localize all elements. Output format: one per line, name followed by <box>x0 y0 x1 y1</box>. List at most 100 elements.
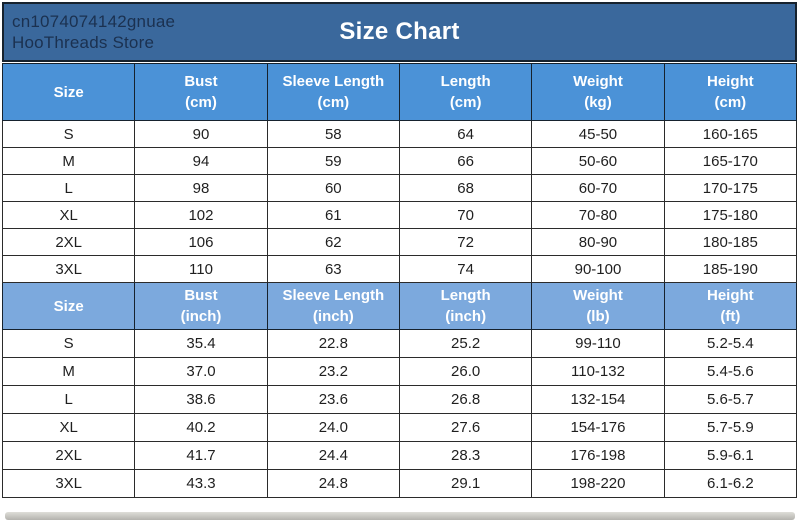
column-header: Bust (cm) <box>134 63 268 121</box>
value-cell: 68 <box>398 174 533 202</box>
value-cell: 99-110 <box>531 329 665 358</box>
value-cell: 74 <box>398 255 533 283</box>
value-cell: 26.8 <box>398 385 533 414</box>
store-name: HooThreads Store <box>12 33 155 52</box>
size-cell: S <box>1 120 136 148</box>
header-row: Size Bust (cm) Sleeve Length (cm) Length (cm) W… <box>1 63 798 121</box>
table-row: L 98 60 68 60-70 170-175 <box>1 174 798 202</box>
value-cell: 62 <box>266 228 400 256</box>
value-cell: 66 <box>398 147 533 175</box>
table-row: 2XL 106 62 72 80-90 180-185 <box>1 228 798 256</box>
column-header: Weight (lb) <box>531 282 665 330</box>
value-cell: 154-176 <box>531 413 665 442</box>
size-cell: L <box>1 385 136 414</box>
value-cell: 102 <box>134 201 268 229</box>
column-header: Size <box>1 63 136 121</box>
table-row: S 90 58 64 45-50 160-165 <box>1 120 798 148</box>
value-cell: 58 <box>266 120 400 148</box>
value-cell: 24.4 <box>266 441 400 470</box>
store-id: cn1074074142gnuae <box>12 12 176 31</box>
value-cell: 25.2 <box>398 329 533 358</box>
size-cell: L <box>1 174 136 202</box>
column-header: Height (ft) <box>663 282 798 330</box>
column-header: Height (cm) <box>663 63 798 121</box>
value-cell: 23.2 <box>266 357 400 386</box>
value-cell: 23.6 <box>266 385 400 414</box>
banner: cn1074074142gnuae HooThreads Store Size … <box>2 2 797 62</box>
value-cell: 90-100 <box>531 255 665 283</box>
size-cell: XL <box>1 201 136 229</box>
table-row: L 38.6 23.6 26.8 132-154 5.6-5.7 <box>1 385 798 414</box>
value-cell: 5.2-5.4 <box>663 329 798 358</box>
value-cell: 5.7-5.9 <box>663 413 798 442</box>
page-title: Size Chart <box>339 18 460 45</box>
value-cell: 24.8 <box>266 469 400 498</box>
value-cell: 160-165 <box>663 120 798 148</box>
size-table-body: Size Bust (cm) Sleeve Length (cm) Length (cm) W… <box>1 63 798 498</box>
value-cell: 72 <box>398 228 533 256</box>
value-cell: 70 <box>398 201 533 229</box>
value-cell: 106 <box>134 228 268 256</box>
column-header: Sleeve Length (cm) <box>266 63 400 121</box>
size-table: Size Bust (cm) Sleeve Length (cm) Length (cm) W… <box>1 63 798 498</box>
table-row: XL 40.2 24.0 27.6 154-176 5.7-5.9 <box>1 413 798 442</box>
size-cell: 2XL <box>1 441 136 470</box>
value-cell: 5.9-6.1 <box>663 441 798 470</box>
value-cell: 37.0 <box>134 357 268 386</box>
value-cell: 59 <box>266 147 400 175</box>
value-cell: 63 <box>266 255 400 283</box>
value-cell: 50-60 <box>531 147 665 175</box>
value-cell: 64 <box>398 120 533 148</box>
value-cell: 26.0 <box>398 357 533 386</box>
column-header: Length (inch) <box>398 282 533 330</box>
value-cell: 5.6-5.7 <box>663 385 798 414</box>
value-cell: 22.8 <box>266 329 400 358</box>
value-cell: 41.7 <box>134 441 268 470</box>
size-cell: 3XL <box>1 469 136 498</box>
size-cell: 2XL <box>1 228 136 256</box>
column-header: Length (cm) <box>398 63 533 121</box>
value-cell: 110 <box>134 255 268 283</box>
value-cell: 110-132 <box>531 357 665 386</box>
value-cell: 165-170 <box>663 147 798 175</box>
table-row: M 37.0 23.2 26.0 110-132 5.4-5.6 <box>1 357 798 386</box>
value-cell: 60 <box>266 174 400 202</box>
size-cell: XL <box>1 413 136 442</box>
next-image-edge <box>5 512 795 520</box>
value-cell: 29.1 <box>398 469 533 498</box>
value-cell: 198-220 <box>531 469 665 498</box>
value-cell: 70-80 <box>531 201 665 229</box>
value-cell: 24.0 <box>266 413 400 442</box>
value-cell: 132-154 <box>531 385 665 414</box>
size-cell: M <box>1 147 136 175</box>
value-cell: 60-70 <box>531 174 665 202</box>
value-cell: 180-185 <box>663 228 798 256</box>
size-cell: 3XL <box>1 255 136 283</box>
value-cell: 43.3 <box>134 469 268 498</box>
value-cell: 98 <box>134 174 268 202</box>
value-cell: 28.3 <box>398 441 533 470</box>
table-row: 3XL 43.3 24.8 29.1 198-220 6.1-6.2 <box>1 469 798 498</box>
column-header: Sleeve Length (inch) <box>266 282 400 330</box>
size-cell: M <box>1 357 136 386</box>
value-cell: 185-190 <box>663 255 798 283</box>
value-cell: 176-198 <box>531 441 665 470</box>
value-cell: 94 <box>134 147 268 175</box>
header-row: Size Bust (inch) Sleeve Length (inch) Length(… <box>1 282 798 330</box>
table-row: 2XL 41.7 24.4 28.3 176-198 5.9-6.1 <box>1 441 798 470</box>
column-header: Weight (kg) <box>531 63 665 121</box>
table-row: M 94 59 66 50-60 165-170 <box>1 147 798 175</box>
table-row: XL 102 61 70 70-80 175-180 <box>1 201 798 229</box>
value-cell: 80-90 <box>531 228 665 256</box>
column-header: Size <box>1 282 136 330</box>
value-cell: 38.6 <box>134 385 268 414</box>
size-cell: S <box>1 329 136 358</box>
value-cell: 35.4 <box>134 329 268 358</box>
value-cell: 90 <box>134 120 268 148</box>
store-info: cn1074074142gnuae HooThreads Store <box>4 11 175 53</box>
table-row: S 35.4 22.8 25.2 99-110 5.2-5.4 <box>1 329 798 358</box>
value-cell: 6.1-6.2 <box>663 469 798 498</box>
table-row: 3XL 110 63 74 90-100 185-190 <box>1 255 798 283</box>
value-cell: 5.4-5.6 <box>663 357 798 386</box>
